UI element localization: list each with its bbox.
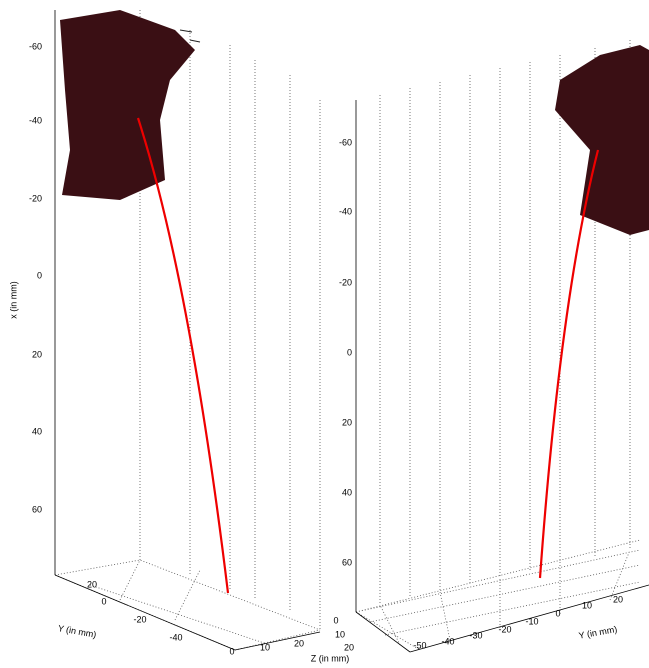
tick-label: 60 bbox=[32, 504, 42, 514]
tick-label: 0 bbox=[229, 646, 234, 656]
tick-label: -40 bbox=[169, 632, 182, 642]
tick-label: 10 bbox=[260, 642, 270, 652]
tick-label: 0 bbox=[347, 347, 352, 357]
axis-label: Y (in mm) bbox=[578, 624, 618, 641]
tick-label: -20 bbox=[339, 277, 352, 287]
tick-label: -10 bbox=[525, 616, 538, 626]
tick-label: -50 bbox=[413, 640, 426, 650]
axis-label: Z (in mm) bbox=[311, 653, 350, 663]
axis-label: x (in mm) bbox=[8, 281, 18, 319]
surface-right bbox=[555, 45, 649, 235]
tick-label: 10 bbox=[582, 600, 592, 610]
axis-label: Y (in mm) bbox=[57, 623, 97, 640]
tick-label: 0 bbox=[333, 615, 338, 625]
z-axis-right bbox=[356, 612, 410, 652]
tick-label: 40 bbox=[32, 426, 42, 436]
tick-label: 20 bbox=[87, 579, 97, 589]
tick-label: -40 bbox=[29, 115, 42, 125]
tick-label: -60 bbox=[339, 137, 352, 147]
tick-label: -20 bbox=[498, 624, 511, 634]
surface-left bbox=[60, 10, 195, 200]
tick-label: 60 bbox=[342, 557, 352, 567]
tick-label: -60 bbox=[29, 41, 42, 51]
tick-label: 0 bbox=[37, 270, 42, 280]
tick-label: -20 bbox=[29, 193, 42, 203]
tick-label: 20 bbox=[342, 417, 352, 427]
tick-label: 20 bbox=[294, 638, 304, 648]
tick-label: -30 bbox=[469, 630, 482, 640]
tick-label: 40 bbox=[342, 487, 352, 497]
tick-label: 20 bbox=[344, 642, 354, 652]
tick-label: 0 bbox=[555, 608, 560, 618]
z-axis-left bbox=[235, 632, 320, 650]
tick-label: -20 bbox=[133, 614, 146, 624]
tick-label: 0 bbox=[101, 596, 106, 606]
figure: -60 -40 -20 0 20 40 60 20 0 -20 -40 0 10 20 x (in mm) Y… bbox=[0, 0, 649, 668]
trajectory-left bbox=[138, 118, 228, 593]
tick-label: 20 bbox=[613, 594, 623, 604]
tick-label: -40 bbox=[441, 636, 454, 646]
tick-label: 10 bbox=[335, 629, 345, 639]
tick-label: -40 bbox=[339, 206, 352, 216]
tick-label: 20 bbox=[32, 349, 42, 359]
